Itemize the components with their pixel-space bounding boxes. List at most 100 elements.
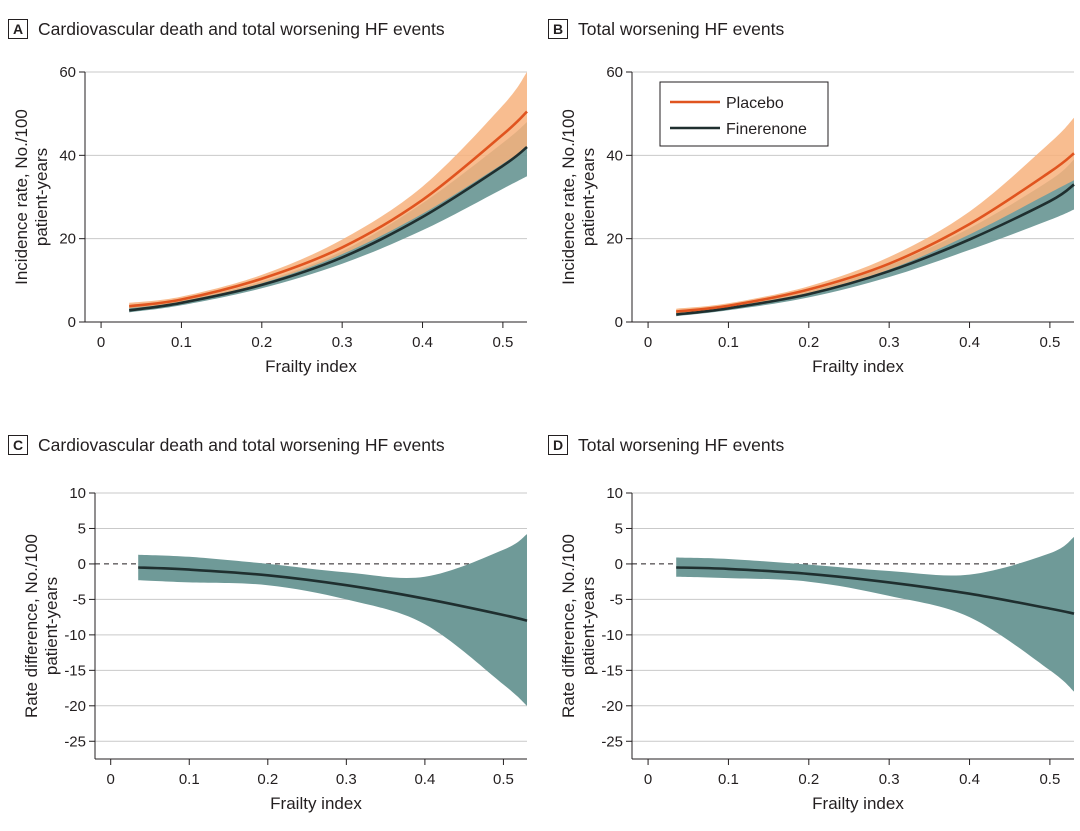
panel-c: C Cardiovascular death and total worseni…	[0, 416, 540, 831]
x-tick-label: 0.2	[257, 771, 278, 788]
panel-header: C Cardiovascular death and total worseni…	[8, 435, 445, 455]
finerenone-ci-band	[676, 159, 1074, 317]
x-tick-label: 0.5	[1039, 771, 1060, 788]
panel-header: B Total worsening HF events	[548, 19, 784, 39]
y-axis-label-line: patient-years	[32, 148, 51, 246]
y-tick-label: -10	[601, 627, 623, 644]
panel-letter: A	[8, 19, 28, 39]
y-tick-label: -15	[601, 662, 623, 679]
x-tick-label: 0.4	[414, 771, 435, 788]
finerenone-line	[676, 183, 1075, 316]
y-tick-label: -25	[601, 733, 623, 750]
legend-label: Finerenone	[726, 121, 807, 138]
y-tick-label: 0	[615, 314, 623, 331]
x-tick-label: 0.4	[959, 771, 980, 788]
panel-a: A Cardiovascular death and total worseni…	[0, 0, 540, 415]
panel-title: Total worsening HF events	[578, 19, 785, 39]
y-tick-label: -5	[610, 591, 623, 608]
x-axis-label: Frailty index	[812, 794, 904, 813]
y-axis-label: Rate difference, No./100patient-years	[22, 534, 61, 718]
x-tick-label: 0.2	[251, 334, 272, 351]
y-tick-label: 0	[78, 556, 86, 573]
x-tick-label: 0	[97, 334, 105, 351]
x-tick-label: 0	[644, 771, 652, 788]
y-axis-label-line: Incidence rate, No./100	[12, 109, 31, 285]
placebo-ci-band	[129, 72, 527, 309]
panel-title: Total worsening HF events	[578, 435, 785, 455]
y-tick-label: 0	[68, 314, 76, 331]
panel-header: D Total worsening HF events	[548, 435, 784, 455]
placebo-line	[676, 152, 1075, 313]
difference-ci-band	[138, 534, 527, 706]
panel-title: Cardiovascular death and total worsening…	[38, 19, 445, 39]
x-tick-label: 0.3	[336, 771, 357, 788]
panel-letter: C	[8, 435, 28, 455]
y-tick-label: -10	[64, 627, 86, 644]
difference-ci-band	[676, 537, 1074, 692]
legend: Placebo Finerenone	[659, 81, 829, 147]
x-axis-label: Frailty index	[270, 794, 362, 813]
finerenone-ci-band	[129, 122, 527, 313]
x-tick-label: 0.4	[412, 334, 433, 351]
chart-c: 10 5 0 -5 -10 -15 -20 -25 0 0.1 0.2 0.3 0.4 0.5 Frailt…	[22, 485, 528, 813]
x-tick-label: 0.1	[718, 334, 739, 351]
difference-line	[138, 566, 528, 622]
x-tick-label: 0.3	[879, 334, 900, 351]
y-tick-label: 20	[59, 231, 76, 248]
y-tick-label: 20	[606, 231, 623, 248]
x-tick-label: 0	[107, 771, 115, 788]
y-axis-label-line: patient-years	[579, 148, 598, 246]
y-axis-label: Incidence rate, No./100patient-years	[12, 109, 51, 285]
y-axis-label-line: Incidence rate, No./100	[559, 109, 578, 285]
placebo-ci-band	[676, 117, 1074, 314]
y-tick-label: 10	[606, 485, 623, 502]
finerenone-line	[129, 145, 528, 312]
panel-b: B Total worsening HF events 0 20 40 60 0 0.1 0…	[540, 0, 1080, 415]
y-axis-label: Incidence rate, No./100patient-years	[559, 109, 598, 285]
x-tick-label: 0.2	[798, 334, 819, 351]
y-tick-label: 5	[78, 520, 86, 537]
y-tick-label: 60	[606, 64, 623, 81]
chart-b: 0 20 40 60 0 0.1 0.2 0.3 0.4 0.5 Frailty index Inci…	[559, 64, 1075, 376]
x-tick-label: 0.2	[798, 771, 819, 788]
y-axis-label-line: Rate difference, No./100	[559, 534, 578, 718]
x-tick-label: 0.1	[718, 771, 739, 788]
y-axis-label-line: patient-years	[42, 577, 61, 675]
x-tick-label: 0.5	[492, 334, 513, 351]
y-tick-label: -5	[73, 591, 86, 608]
difference-line	[676, 566, 1075, 615]
x-tick-label: 0.3	[879, 771, 900, 788]
y-tick-label: -25	[64, 733, 86, 750]
x-tick-label: 0.4	[959, 334, 980, 351]
panel-letter: D	[548, 435, 568, 455]
y-tick-label: 5	[615, 520, 623, 537]
y-axis-label-line: patient-years	[579, 577, 598, 675]
legend-label: Placebo	[726, 95, 784, 112]
chart-d: 10 5 0 -5 -10 -15 -20 -25 0 0.1 0.2 0.3 0.4 0.5 Frailt…	[559, 485, 1075, 813]
x-tick-label: 0.5	[1039, 334, 1060, 351]
x-tick-label: 0.1	[171, 334, 192, 351]
y-tick-label: -20	[64, 698, 86, 715]
x-tick-label: 0.5	[493, 771, 514, 788]
x-tick-label: 0	[644, 334, 652, 351]
x-axis-label: Frailty index	[812, 357, 904, 376]
y-tick-label: 10	[69, 485, 86, 502]
chart-a: 0 20 40 60 0 0.1 0.2 0.3 0.4 0.5 Frailty index Inci…	[12, 64, 528, 376]
y-axis-label-line: Rate difference, No./100	[22, 534, 41, 718]
y-tick-label: 40	[606, 147, 623, 164]
y-tick-label: -15	[64, 662, 86, 679]
placebo-line	[129, 110, 528, 308]
x-tick-label: 0.1	[179, 771, 200, 788]
y-tick-label: 0	[615, 556, 623, 573]
x-tick-label: 0.3	[332, 334, 353, 351]
y-axis-label: Rate difference, No./100patient-years	[559, 534, 598, 718]
panel-letter: B	[548, 19, 568, 39]
panel-header: A Cardiovascular death and total worseni…	[8, 19, 445, 39]
panel-title: Cardiovascular death and total worsening…	[38, 435, 445, 455]
y-tick-label: 60	[59, 64, 76, 81]
x-axis-label: Frailty index	[265, 357, 357, 376]
panel-d: D Total worsening HF events 10 5 0 -5 -10 -15…	[540, 416, 1080, 831]
y-tick-label: 40	[59, 147, 76, 164]
y-tick-label: -20	[601, 698, 623, 715]
legend-box	[659, 81, 829, 147]
